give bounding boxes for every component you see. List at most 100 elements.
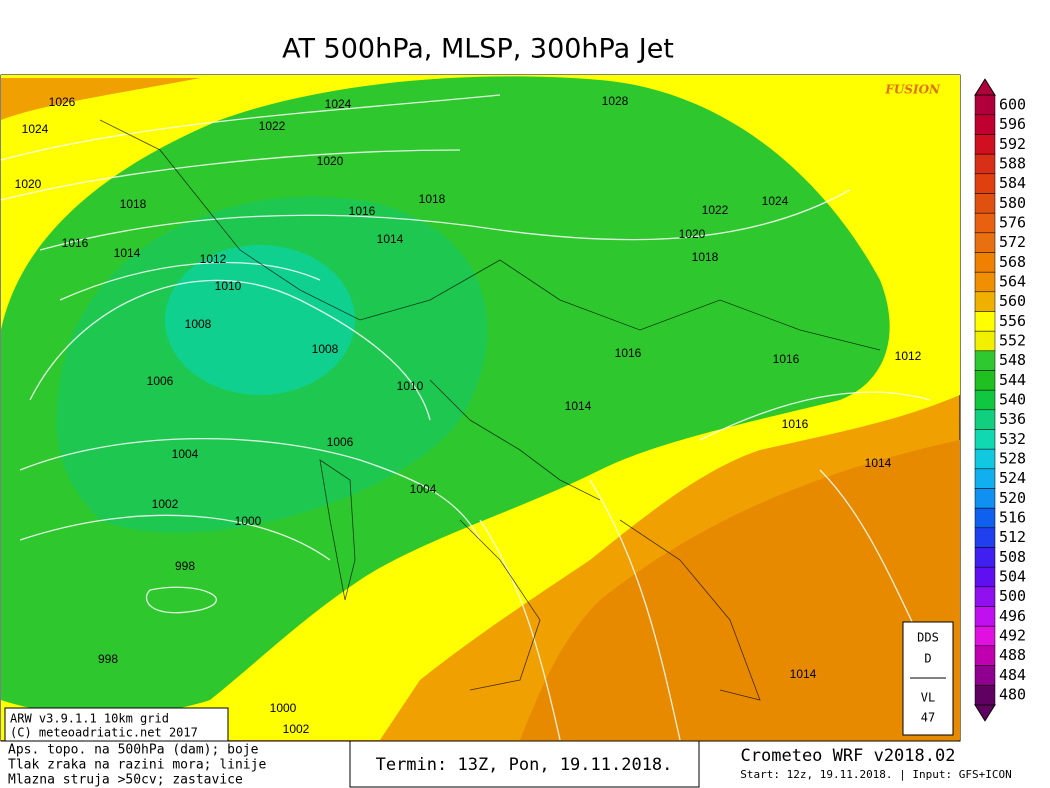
isobar-label: 1002 bbox=[152, 497, 179, 511]
colorbar-label: 524 bbox=[999, 469, 1026, 487]
isobar-label: 1016 bbox=[62, 236, 89, 250]
isobar-label: 1026 bbox=[49, 95, 76, 109]
colorbar-swatch bbox=[974, 468, 996, 489]
colorbar-swatch bbox=[974, 311, 996, 332]
isobar-label: 1016 bbox=[615, 346, 642, 360]
colorbar-swatch bbox=[974, 645, 996, 666]
isobar-label: 1002 bbox=[283, 722, 310, 736]
legend-line: Tlak zraka na razini mora; linije bbox=[8, 758, 266, 773]
colorbar-swatch bbox=[974, 389, 996, 411]
colorbar-label: 572 bbox=[999, 233, 1026, 251]
isobar-label: 1016 bbox=[773, 352, 800, 366]
model-name: Crometeo WRF v2018.02 bbox=[741, 746, 956, 766]
colorbar-label: 548 bbox=[999, 351, 1026, 369]
colorbar-label: 508 bbox=[999, 548, 1026, 566]
isobar-label: 1014 bbox=[565, 399, 592, 413]
isobar-label: 1024 bbox=[762, 194, 789, 208]
colorbar-swatch bbox=[974, 665, 996, 686]
isobar-label: 1016 bbox=[782, 417, 809, 431]
legend-line: Mlazna struja >50cv; zastavice bbox=[8, 773, 243, 788]
isobar-label: 1024 bbox=[22, 122, 49, 136]
colorbar-label: 580 bbox=[999, 194, 1026, 212]
colorbar-swatch bbox=[974, 684, 996, 706]
isobar-label: 1022 bbox=[259, 119, 286, 133]
isobar-label: 1006 bbox=[147, 374, 174, 388]
colorbar-label: 588 bbox=[999, 155, 1026, 173]
colorbar-label: 480 bbox=[999, 686, 1026, 704]
isobar-label: 1010 bbox=[215, 279, 242, 293]
colorbar-label: 500 bbox=[999, 587, 1026, 605]
teal-zone bbox=[165, 245, 355, 395]
title: AT 500hPa, MLSP, 300hPa Jet bbox=[282, 34, 674, 65]
colorbar-cap bbox=[974, 78, 996, 96]
colorbar-label: 564 bbox=[999, 273, 1026, 291]
colorbar-label: 484 bbox=[999, 666, 1026, 684]
isobar-label: 1020 bbox=[679, 227, 706, 241]
colorbar-label: 544 bbox=[999, 371, 1026, 389]
footer: Aps. topo. na 500hPa (dam); boje Tlak zr… bbox=[8, 740, 1012, 788]
isobar-label: 1022 bbox=[702, 203, 729, 217]
colorbar-swatch bbox=[974, 547, 996, 568]
colorbar-label: 592 bbox=[999, 135, 1026, 153]
colorbar-label: 496 bbox=[999, 607, 1026, 625]
orange-corner bbox=[1, 78, 200, 120]
colorbar-swatch bbox=[974, 527, 996, 548]
isobar-label: 1006 bbox=[327, 435, 354, 449]
colorbar-swatch bbox=[974, 252, 996, 273]
colorbar-swatch bbox=[974, 488, 996, 509]
model-line: ARW v3.9.1.1 10km grid bbox=[10, 712, 169, 726]
colorbar-swatch bbox=[974, 330, 996, 352]
isobar-lines bbox=[0, 94, 941, 741]
colorbar-label: 552 bbox=[999, 332, 1026, 350]
brand: FUSION bbox=[884, 83, 941, 97]
colorbar-label: 532 bbox=[999, 430, 1026, 448]
colorbar-label: 596 bbox=[999, 115, 1026, 133]
colorbar-label: 516 bbox=[999, 509, 1026, 527]
colorbar-swatch bbox=[974, 429, 996, 450]
colorbar-swatch bbox=[974, 448, 996, 470]
isobar-label: 1012 bbox=[895, 349, 922, 363]
colorbar-label: 584 bbox=[999, 174, 1026, 192]
model-line: (C) meteoadriatic.net 2017 bbox=[10, 726, 198, 740]
isobar-label: 998 bbox=[175, 559, 195, 573]
colorbar-label: 600 bbox=[999, 96, 1026, 114]
isobar-label: 1000 bbox=[270, 701, 297, 715]
termin-box bbox=[349, 740, 700, 788]
colorbar-swatch bbox=[974, 212, 996, 234]
isobar-label: 998 bbox=[98, 652, 118, 666]
isobar-label: 1018 bbox=[120, 197, 147, 211]
isobar-label: 1014 bbox=[377, 232, 404, 246]
colorbar-swatch bbox=[974, 193, 996, 214]
isobar-label: 1010 bbox=[397, 379, 424, 393]
orange-zone bbox=[520, 440, 960, 740]
colorbar-label: 488 bbox=[999, 646, 1026, 664]
colorbar-label: 512 bbox=[999, 528, 1026, 546]
colorbar-label: 492 bbox=[999, 627, 1026, 645]
colorbar-swatch bbox=[974, 114, 996, 135]
station-text: 47 bbox=[921, 711, 935, 725]
coastlines bbox=[99, 119, 881, 701]
isobar-label: 1016 bbox=[349, 204, 376, 218]
colorbar-label: 560 bbox=[999, 292, 1026, 310]
colorbar-swatch bbox=[974, 586, 996, 607]
colorbar-swatch bbox=[974, 507, 996, 529]
isobar-label: 1012 bbox=[200, 252, 227, 266]
colorbar-swatch bbox=[974, 134, 996, 155]
isobar-label: 1014 bbox=[114, 246, 141, 260]
colorbar-swatch bbox=[974, 291, 996, 312]
colorbar-label: 504 bbox=[999, 568, 1026, 586]
colorbar-swatch bbox=[974, 232, 996, 253]
colorbar-label: 520 bbox=[999, 489, 1026, 507]
legend-line: Aps. topo. na 500hPa (dam); boje bbox=[8, 743, 259, 758]
colorbar: 6005965925885845805765725685645605565525… bbox=[974, 78, 1026, 722]
model-box bbox=[4, 707, 229, 742]
colorbar-label: 556 bbox=[999, 312, 1026, 330]
colorbar-swatch bbox=[974, 625, 996, 647]
isobar-label: 1008 bbox=[185, 317, 212, 331]
colorbar-label: 576 bbox=[999, 214, 1026, 232]
isobar-label: 1004 bbox=[410, 482, 437, 496]
colorbar-swatch bbox=[974, 173, 996, 194]
